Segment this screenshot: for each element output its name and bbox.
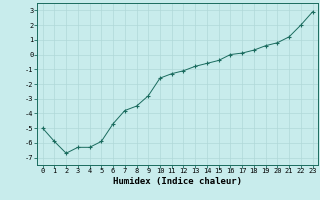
- X-axis label: Humidex (Indice chaleur): Humidex (Indice chaleur): [113, 177, 242, 186]
